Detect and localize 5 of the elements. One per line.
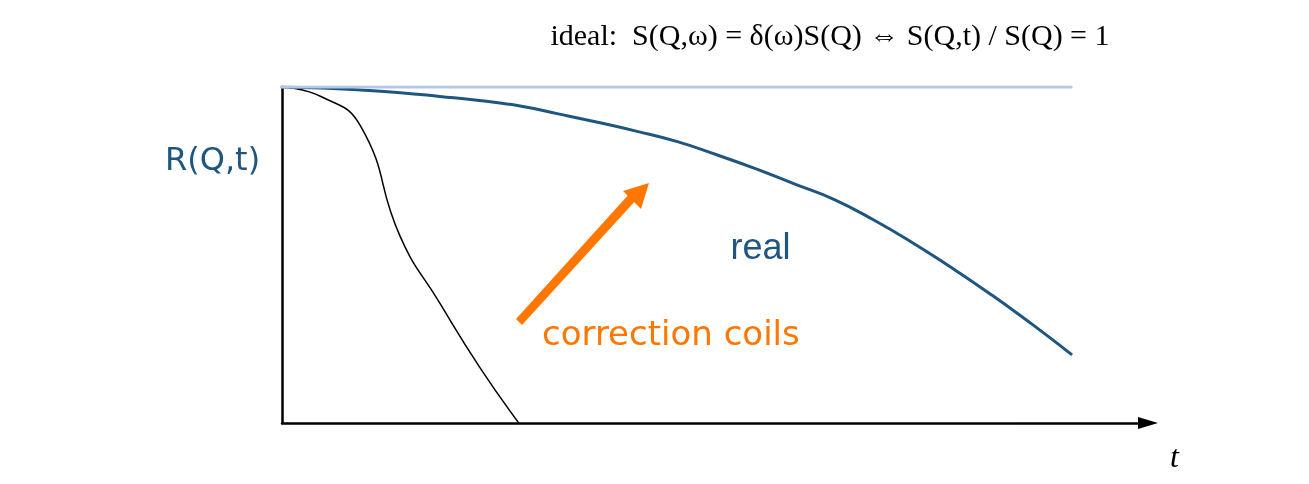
x-axis-title: t <box>1170 438 1180 474</box>
y-axis-title: R(Q,t) <box>165 140 261 178</box>
chart-title: ideal: S(Q,ω) = δ(ω)S(Q) ⇔ S(Q,t) / S(Q) = 1 <box>550 17 1110 52</box>
annotation: correction coils <box>542 313 800 353</box>
series-label: real <box>730 225 791 267</box>
